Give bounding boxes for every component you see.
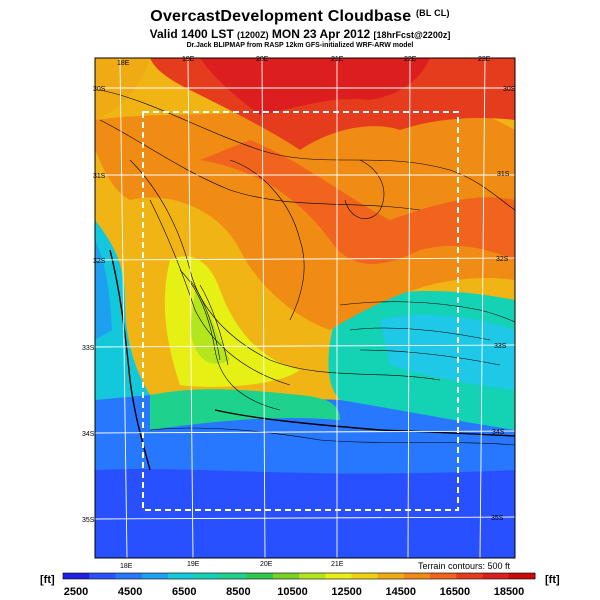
- colorbar-swatch: [456, 573, 484, 579]
- colorbar-unit-left: [ft]: [40, 574, 55, 586]
- valid-time-line: Valid 1400 LST (1200Z) MON 23 Apr 2012 […: [0, 27, 600, 41]
- lon-label-top-4: 22E: [404, 56, 417, 63]
- colorbar-swatch: [299, 573, 326, 579]
- lon-label-bottom-3: 21E: [331, 561, 344, 568]
- title-tag: (BL CL): [415, 8, 450, 18]
- lat-label-right-1: 31S: [497, 171, 510, 178]
- colorbar-tick-label: 14500: [385, 586, 417, 598]
- lon-label-bottom-2: 20E: [260, 561, 273, 568]
- lon-label-top-3: 21E: [331, 56, 344, 63]
- colorbar-tick-label: 8500: [226, 586, 251, 598]
- colorbar-swatch: [89, 573, 116, 579]
- chart-title: OvercastDevelopment Cloudbase (BL CL): [0, 8, 600, 26]
- lat-label-right-0: 30S: [503, 86, 516, 93]
- colorbar-unit-right: [ft]: [545, 574, 560, 586]
- colorbar-swatch: [430, 573, 457, 579]
- colorbar-swatch: [220, 573, 248, 579]
- map-frame: [94, 57, 516, 559]
- terrain-note: Terrain contours: 500 ft: [417, 561, 510, 571]
- lat-label-right-4: 34S: [492, 429, 505, 436]
- lon-label-top-5: 23E: [478, 56, 491, 63]
- colorbar-tick-label: 16500: [439, 586, 471, 598]
- colorbar-swatch: [141, 573, 169, 579]
- lat-label-left-5: 35S: [82, 517, 95, 524]
- terrain-contours: [99, 89, 515, 471]
- colorbar-tick-label: 10500: [277, 586, 308, 598]
- colorbar-swatch: [482, 573, 510, 579]
- cloudbase-field: [95, 58, 515, 558]
- colorbar-tick-label: 12500: [331, 586, 362, 598]
- colorbar-swatch: [167, 573, 195, 579]
- lon-label-top-1: 19E: [182, 56, 195, 63]
- graticule: [94, 57, 516, 559]
- colorbar-tick-label: 18500: [493, 586, 525, 598]
- lat-label-left-1: 31S: [93, 173, 106, 180]
- lon-label-top-0: 18E: [117, 60, 130, 67]
- valid-prefix: Valid 1400 LST: [149, 27, 234, 41]
- lat-label-right-2: 32S: [496, 256, 509, 263]
- lat-label-left-2: 32S: [93, 258, 106, 265]
- colorbar-swatch: [351, 573, 379, 579]
- colorbar-tick-label: 2500: [63, 586, 89, 598]
- colorbar-tick-label: 4500: [117, 586, 143, 598]
- colorbar-swatch: [508, 573, 536, 579]
- lat-label-right-3: 33S: [494, 343, 507, 350]
- colorbar-tick-label: 6500: [172, 586, 197, 598]
- lat-label-left-0: 30S: [93, 86, 106, 93]
- colorbar-swatch: [377, 573, 405, 579]
- lon-label-bottom-1: 19E: [187, 561, 200, 568]
- colorbar-swatch: [194, 573, 221, 579]
- colorbar-swatch: [403, 573, 431, 579]
- lat-label-right-5: 35S: [491, 515, 504, 522]
- colorbar-swatch: [115, 573, 143, 579]
- colorbar-frame: [62, 572, 536, 580]
- lon-label-top-2: 20E: [256, 56, 269, 63]
- colorbar-swatch: [325, 573, 352, 579]
- model-line: Dr.Jack BLIPMAP from RASP 12km GFS-initi…: [186, 42, 414, 49]
- valid-utc: (1200Z): [237, 30, 269, 40]
- inner-domain-box: [142, 111, 459, 511]
- lat-label-left-4: 34S: [82, 431, 95, 438]
- colorbar: [62, 572, 536, 580]
- colorbar-swatch: [246, 573, 274, 579]
- colorbar-swatch: [63, 573, 90, 579]
- lat-label-left-3: 33S: [82, 345, 95, 352]
- valid-date: MON 23 Apr 2012: [271, 27, 371, 41]
- colorbar-swatch: [272, 573, 300, 579]
- forecast-tag: [18hrFcst@2200z]: [373, 30, 451, 40]
- title-text: OvercastDevelopment Cloudbase: [150, 8, 412, 25]
- lon-label-bottom-0: 18E: [120, 563, 133, 570]
